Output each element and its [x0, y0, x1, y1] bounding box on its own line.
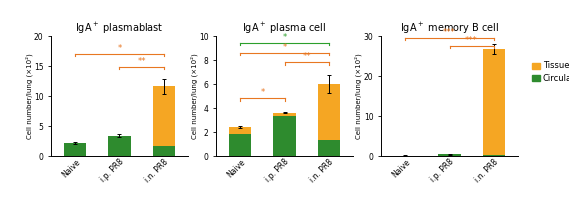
Title: IgA$^+$ memory B cell: IgA$^+$ memory B cell [400, 21, 499, 36]
Y-axis label: Cell number/lung (×10²): Cell number/lung (×10²) [190, 53, 197, 139]
Bar [64, 143, 86, 156]
Text: ***: *** [443, 28, 456, 37]
Bar [318, 140, 340, 156]
Y-axis label: Cell number/lung (×10²): Cell number/lung (×10²) [355, 53, 362, 139]
Text: *: * [282, 43, 287, 52]
Bar [318, 84, 340, 140]
Title: IgA$^+$ plasma cell: IgA$^+$ plasma cell [242, 21, 327, 36]
Bar [152, 86, 175, 146]
Legend: Tissue-resident, Circulating: Tissue-resident, Circulating [529, 58, 569, 86]
Bar [274, 113, 295, 116]
Text: *: * [117, 44, 122, 53]
Title: IgA$^+$ plasmablast: IgA$^+$ plasmablast [75, 21, 164, 36]
Bar [109, 136, 130, 156]
Bar [152, 146, 175, 156]
Text: *: * [282, 33, 287, 42]
Y-axis label: Cell number/lung (×10²): Cell number/lung (×10²) [25, 53, 32, 139]
Text: ***: *** [465, 36, 478, 45]
Bar [483, 155, 505, 156]
Bar [229, 134, 251, 156]
Text: **: ** [137, 57, 146, 66]
Bar [274, 116, 295, 156]
Text: *: * [261, 88, 265, 97]
Bar [229, 127, 251, 134]
Text: **: ** [302, 52, 311, 61]
Bar [439, 154, 460, 156]
Bar [483, 49, 505, 155]
